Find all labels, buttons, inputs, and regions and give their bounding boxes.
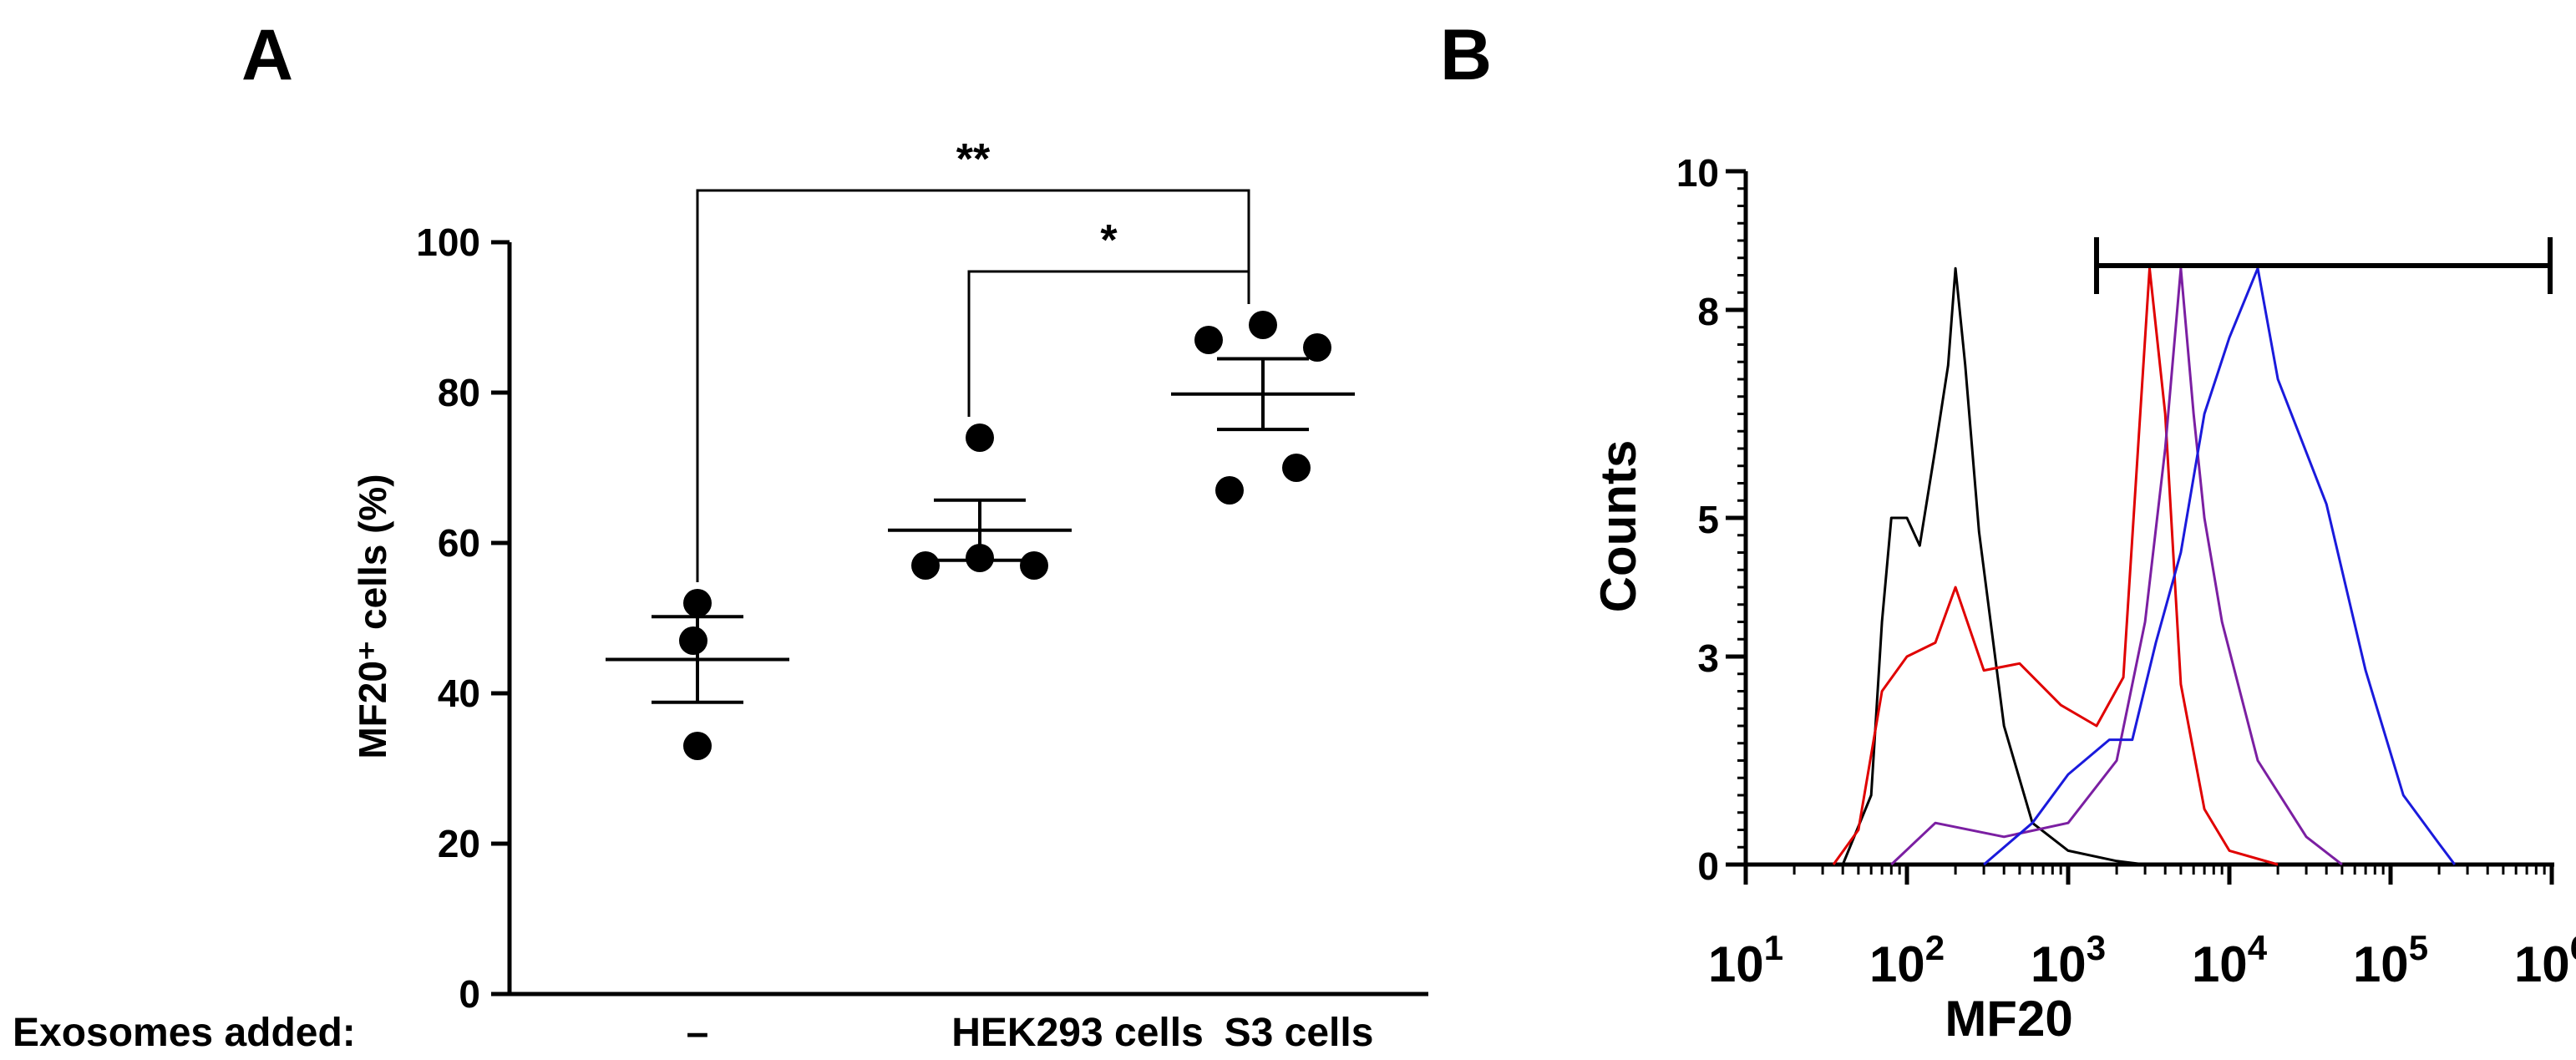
panel-a-data-point — [966, 423, 994, 452]
panel-a-data-point — [1249, 311, 1277, 339]
panel-b-y-tick-label: 5 — [1697, 498, 1719, 541]
panel-a-category-label: – — [687, 1011, 709, 1055]
panel-b-y-tick-label: 0 — [1697, 844, 1719, 888]
panel-b-x-tick-base: 10 — [2514, 936, 2570, 992]
panel-a-significance-bracket — [967, 270, 1250, 417]
panel-a-letter: A — [241, 15, 293, 95]
panel-a-y-tick-label: 20 — [438, 822, 480, 865]
panel-a-category-label: S3 cells — [1225, 1011, 1374, 1055]
panel-b-x-tick-label: 101 — [1708, 928, 1783, 992]
panel-b-x-tick-label: 103 — [2031, 928, 2106, 992]
panel-a-category-label: HEK293 cells — [951, 1011, 1204, 1055]
panel-a-y-tick-label: 60 — [438, 521, 480, 565]
panel-b-x-tick-exponent: 2 — [1925, 928, 1945, 967]
panel-b-x-tick-base: 10 — [1708, 936, 1764, 992]
panel-b-x-tick-base: 10 — [2353, 936, 2409, 992]
panel-a-data-point — [679, 626, 707, 655]
panel-b-x-tick-label: 104 — [2192, 928, 2268, 992]
panel-b-histogram-curve — [1841, 266, 2146, 866]
panel-b-x-tick-exponent: 6 — [2570, 928, 2576, 967]
panel-b-x-tick-base: 10 — [2031, 936, 2087, 992]
panel-b-x-tick-exponent: 5 — [2409, 928, 2428, 967]
panel-b-y-tick-label: 3 — [1697, 637, 1719, 680]
panel-a-data-point — [1303, 333, 1331, 362]
panel-b-x-tick-base: 10 — [2192, 936, 2248, 992]
panel-b-letter: B — [1440, 15, 1492, 95]
panel-a-data-point — [911, 551, 940, 580]
panel-a-significance-bracket — [696, 189, 1250, 582]
panel-b-histogram-curve — [1832, 266, 2279, 866]
panel-b-y-axis-title: Counts — [1590, 440, 1646, 613]
panel-b-x-tick-label: 106 — [2514, 928, 2576, 992]
panel-b-y-tick-label: 10 — [1676, 151, 1719, 195]
panel-b-x-tick-label: 105 — [2353, 928, 2428, 992]
panel-b-x-tick-base: 10 — [1869, 936, 1925, 992]
panel-a-x-axis-title: Exosomes added: — [13, 1011, 356, 1055]
panel-a-data-point — [683, 732, 712, 760]
panel-a-y-tick-label: 40 — [438, 672, 480, 715]
panel-b-histogram-curve — [1890, 266, 2343, 866]
panel-b-x-axis-title: MF20 — [1945, 991, 2072, 1047]
panel-a-y-tick-label: 0 — [459, 972, 480, 1016]
panel-a-significance-label: * — [1100, 216, 1118, 265]
panel-a-y-axis-title: MF20⁺ cells (%) — [351, 474, 394, 758]
panel-a-data-point — [1215, 476, 1244, 505]
panel-b-x-tick-exponent: 1 — [1764, 928, 1783, 967]
panel-a-data-point — [683, 589, 712, 617]
panel-b-x-tick-exponent: 4 — [2248, 928, 2268, 967]
panel-a-y-tick-label: 80 — [438, 371, 480, 414]
panel-a-data-point — [1194, 326, 1223, 354]
panel-b-histogram-curve — [1983, 266, 2456, 866]
panel-b-x-tick-exponent: 3 — [2087, 928, 2106, 967]
panel-b-x-tick-label: 102 — [1869, 928, 1945, 992]
panel-a-y-tick-label: 100 — [416, 221, 480, 264]
panel-a-data-point — [1282, 454, 1311, 482]
panel-b-y-tick-label: 8 — [1697, 290, 1719, 333]
panel-a-data-point — [1020, 551, 1048, 580]
panel-a-significance-label: ** — [956, 135, 991, 184]
